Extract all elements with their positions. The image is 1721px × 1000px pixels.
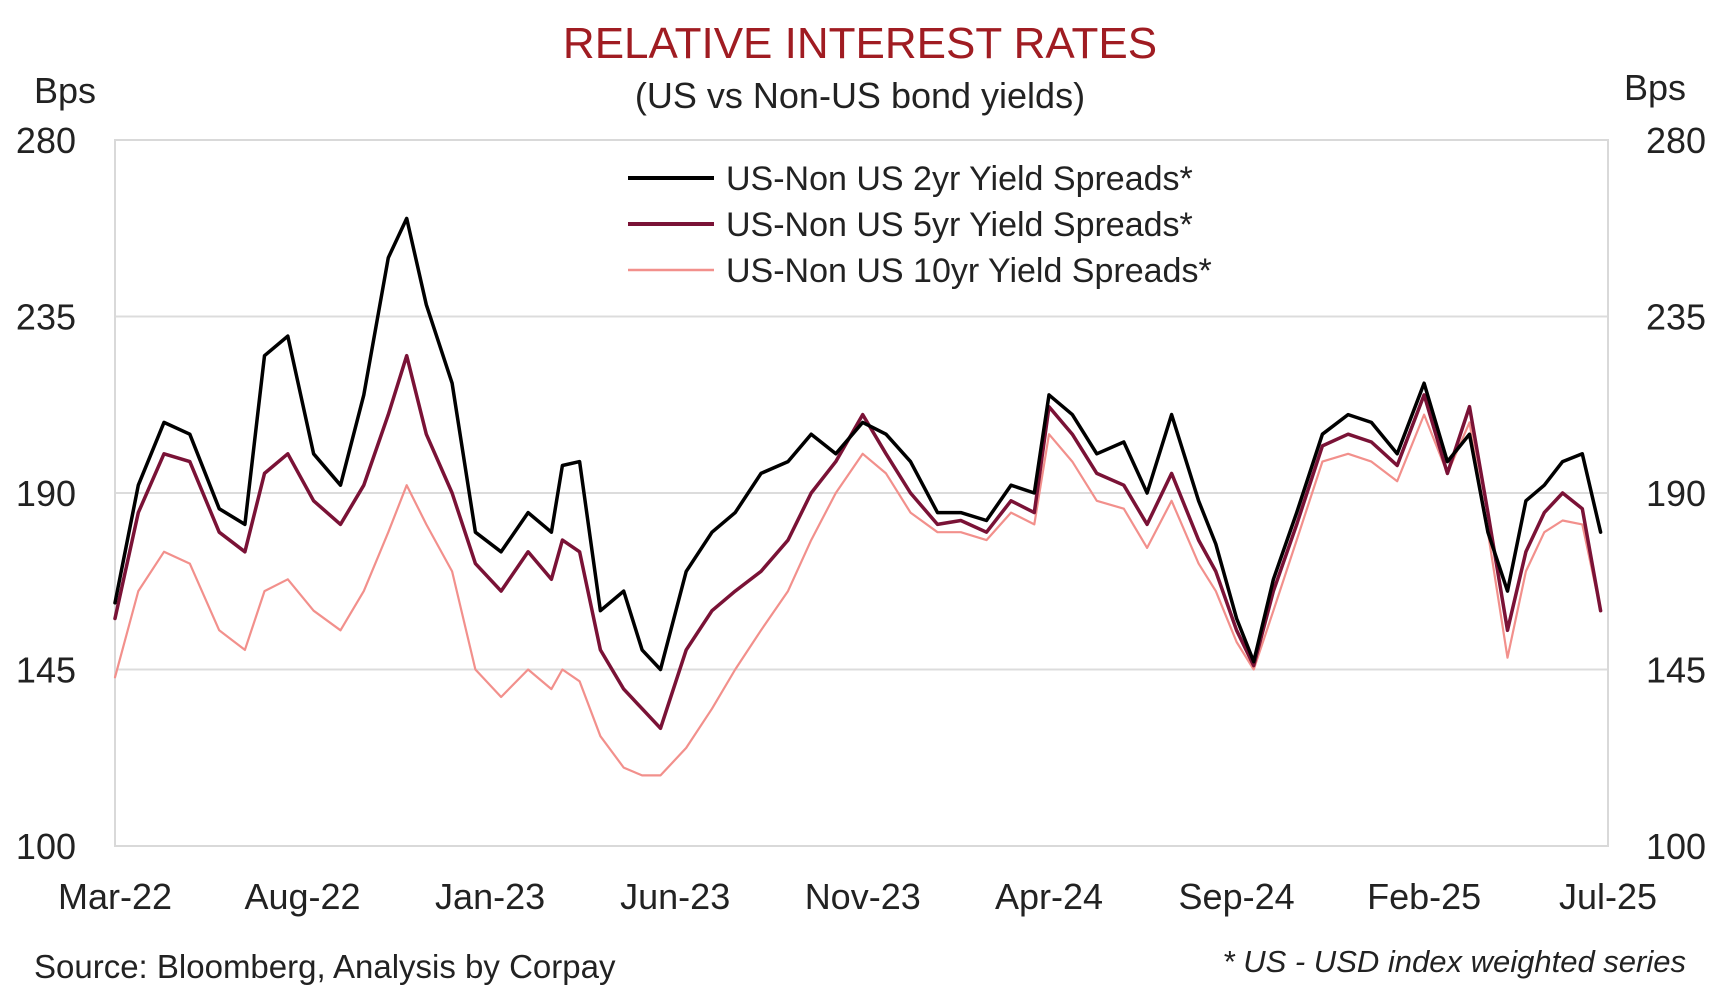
series-line-10yr (113, 413, 1602, 777)
source-note: Source: Bloomberg, Analysis by Corpay (34, 948, 616, 985)
y-tick-left-235: 235 (16, 297, 76, 338)
series-line-2yr (113, 216, 1603, 672)
x-tick-Jun-23: Jun-23 (620, 876, 730, 917)
footnote: * US - USD index weighted series (1223, 944, 1686, 979)
y-tick-right-280: 280 (1646, 120, 1706, 161)
y-tick-right-145: 145 (1646, 650, 1706, 691)
y-axis-ticks: 280 280 235 235 190 190 145 145 100 100 (16, 120, 1706, 867)
x-tick-Jul-25: Jul-25 (1559, 876, 1657, 917)
x-tick-Feb-25: Feb-25 (1367, 876, 1481, 917)
legend-label-2: US-Non US 10yr Yield Spreads* (726, 252, 1212, 290)
legend: US-Non US 2yr Yield Spreads* US-Non US 5y… (628, 160, 1212, 290)
x-axis-ticks: Mar-22 Aug-22 Jan-23 Jun-23 Nov-23 Apr-24 Sep-… (58, 876, 1657, 917)
x-tick-Sep-24: Sep-24 (1179, 876, 1295, 917)
y-tick-left-145: 145 (16, 650, 76, 691)
series-lines (113, 216, 1603, 777)
legend-label-1: US-Non US 5yr Yield Spreads* (726, 206, 1193, 244)
legend-label-0: US-Non US 2yr Yield Spreads* (726, 160, 1193, 198)
x-tick-Jan-23: Jan-23 (435, 876, 545, 917)
y-axis-unit-left: Bps (34, 70, 96, 111)
x-tick-Apr-24: Apr-24 (995, 876, 1103, 917)
y-tick-left-190: 190 (16, 473, 76, 514)
y-tick-right-190: 190 (1646, 473, 1706, 514)
x-tick-Aug-22: Aug-22 (244, 876, 360, 917)
x-tick-Nov-23: Nov-23 (805, 876, 921, 917)
chart-subtitle: (US vs Non-US bond yields) (635, 75, 1085, 116)
y-tick-right-235: 235 (1646, 297, 1706, 338)
x-tick-Mar-22: Mar-22 (58, 876, 172, 917)
y-tick-left-100: 100 (16, 826, 76, 867)
y-tick-left-280: 280 (16, 120, 76, 161)
series-line-5yr (113, 353, 1603, 731)
y-tick-right-100: 100 (1646, 826, 1706, 867)
chart-title: RELATIVE INTEREST RATES (563, 19, 1157, 68)
gridlines (115, 315, 1608, 671)
plot-area-frame (114, 139, 1609, 847)
y-axis-unit-right: Bps (1624, 67, 1686, 108)
